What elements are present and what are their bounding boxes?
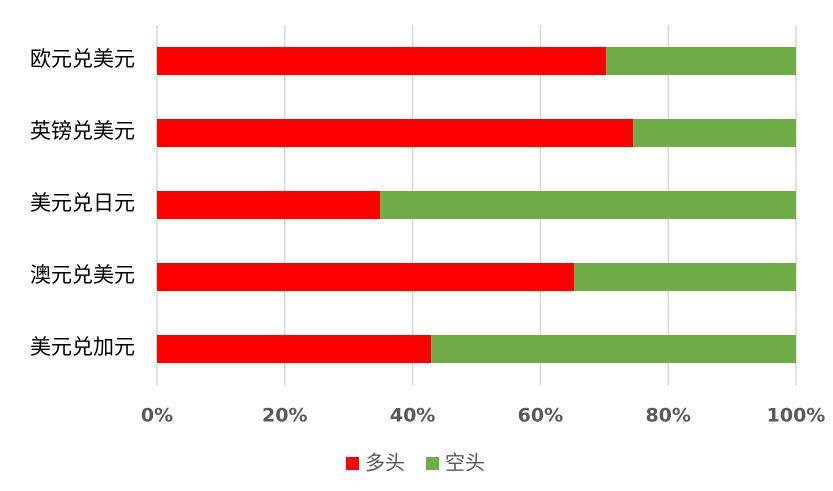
bar-segment — [633, 119, 796, 147]
x-tick-label: 60% — [518, 405, 563, 427]
x-tick-label: 0% — [141, 405, 173, 427]
bar-segment — [157, 119, 634, 147]
legend-swatch — [426, 457, 439, 470]
y-tick-label: 美元兑日元 — [30, 191, 135, 215]
bar-segment — [431, 335, 796, 363]
x-tick-label: 100% — [767, 405, 826, 427]
legend-label: 空头 — [445, 451, 485, 475]
legend-swatch — [346, 457, 359, 470]
bar-segment — [574, 263, 796, 291]
bar-segment — [157, 191, 381, 219]
bar-segment — [606, 47, 796, 75]
bar-segment — [380, 191, 796, 219]
legend-label: 多头 — [365, 451, 405, 475]
y-tick-label: 澳元兑美元 — [30, 263, 135, 287]
y-tick-label: 英镑兑美元 — [30, 119, 135, 143]
bar-segment — [157, 263, 575, 291]
y-tick-label: 美元兑加元 — [30, 335, 135, 359]
x-tick-label: 20% — [262, 405, 307, 427]
x-tick-label: 40% — [390, 405, 435, 427]
bar-segment — [157, 47, 607, 75]
bar-segment — [157, 335, 432, 363]
y-tick-label: 欧元兑美元 — [30, 47, 135, 71]
x-tick-label: 80% — [645, 405, 690, 427]
